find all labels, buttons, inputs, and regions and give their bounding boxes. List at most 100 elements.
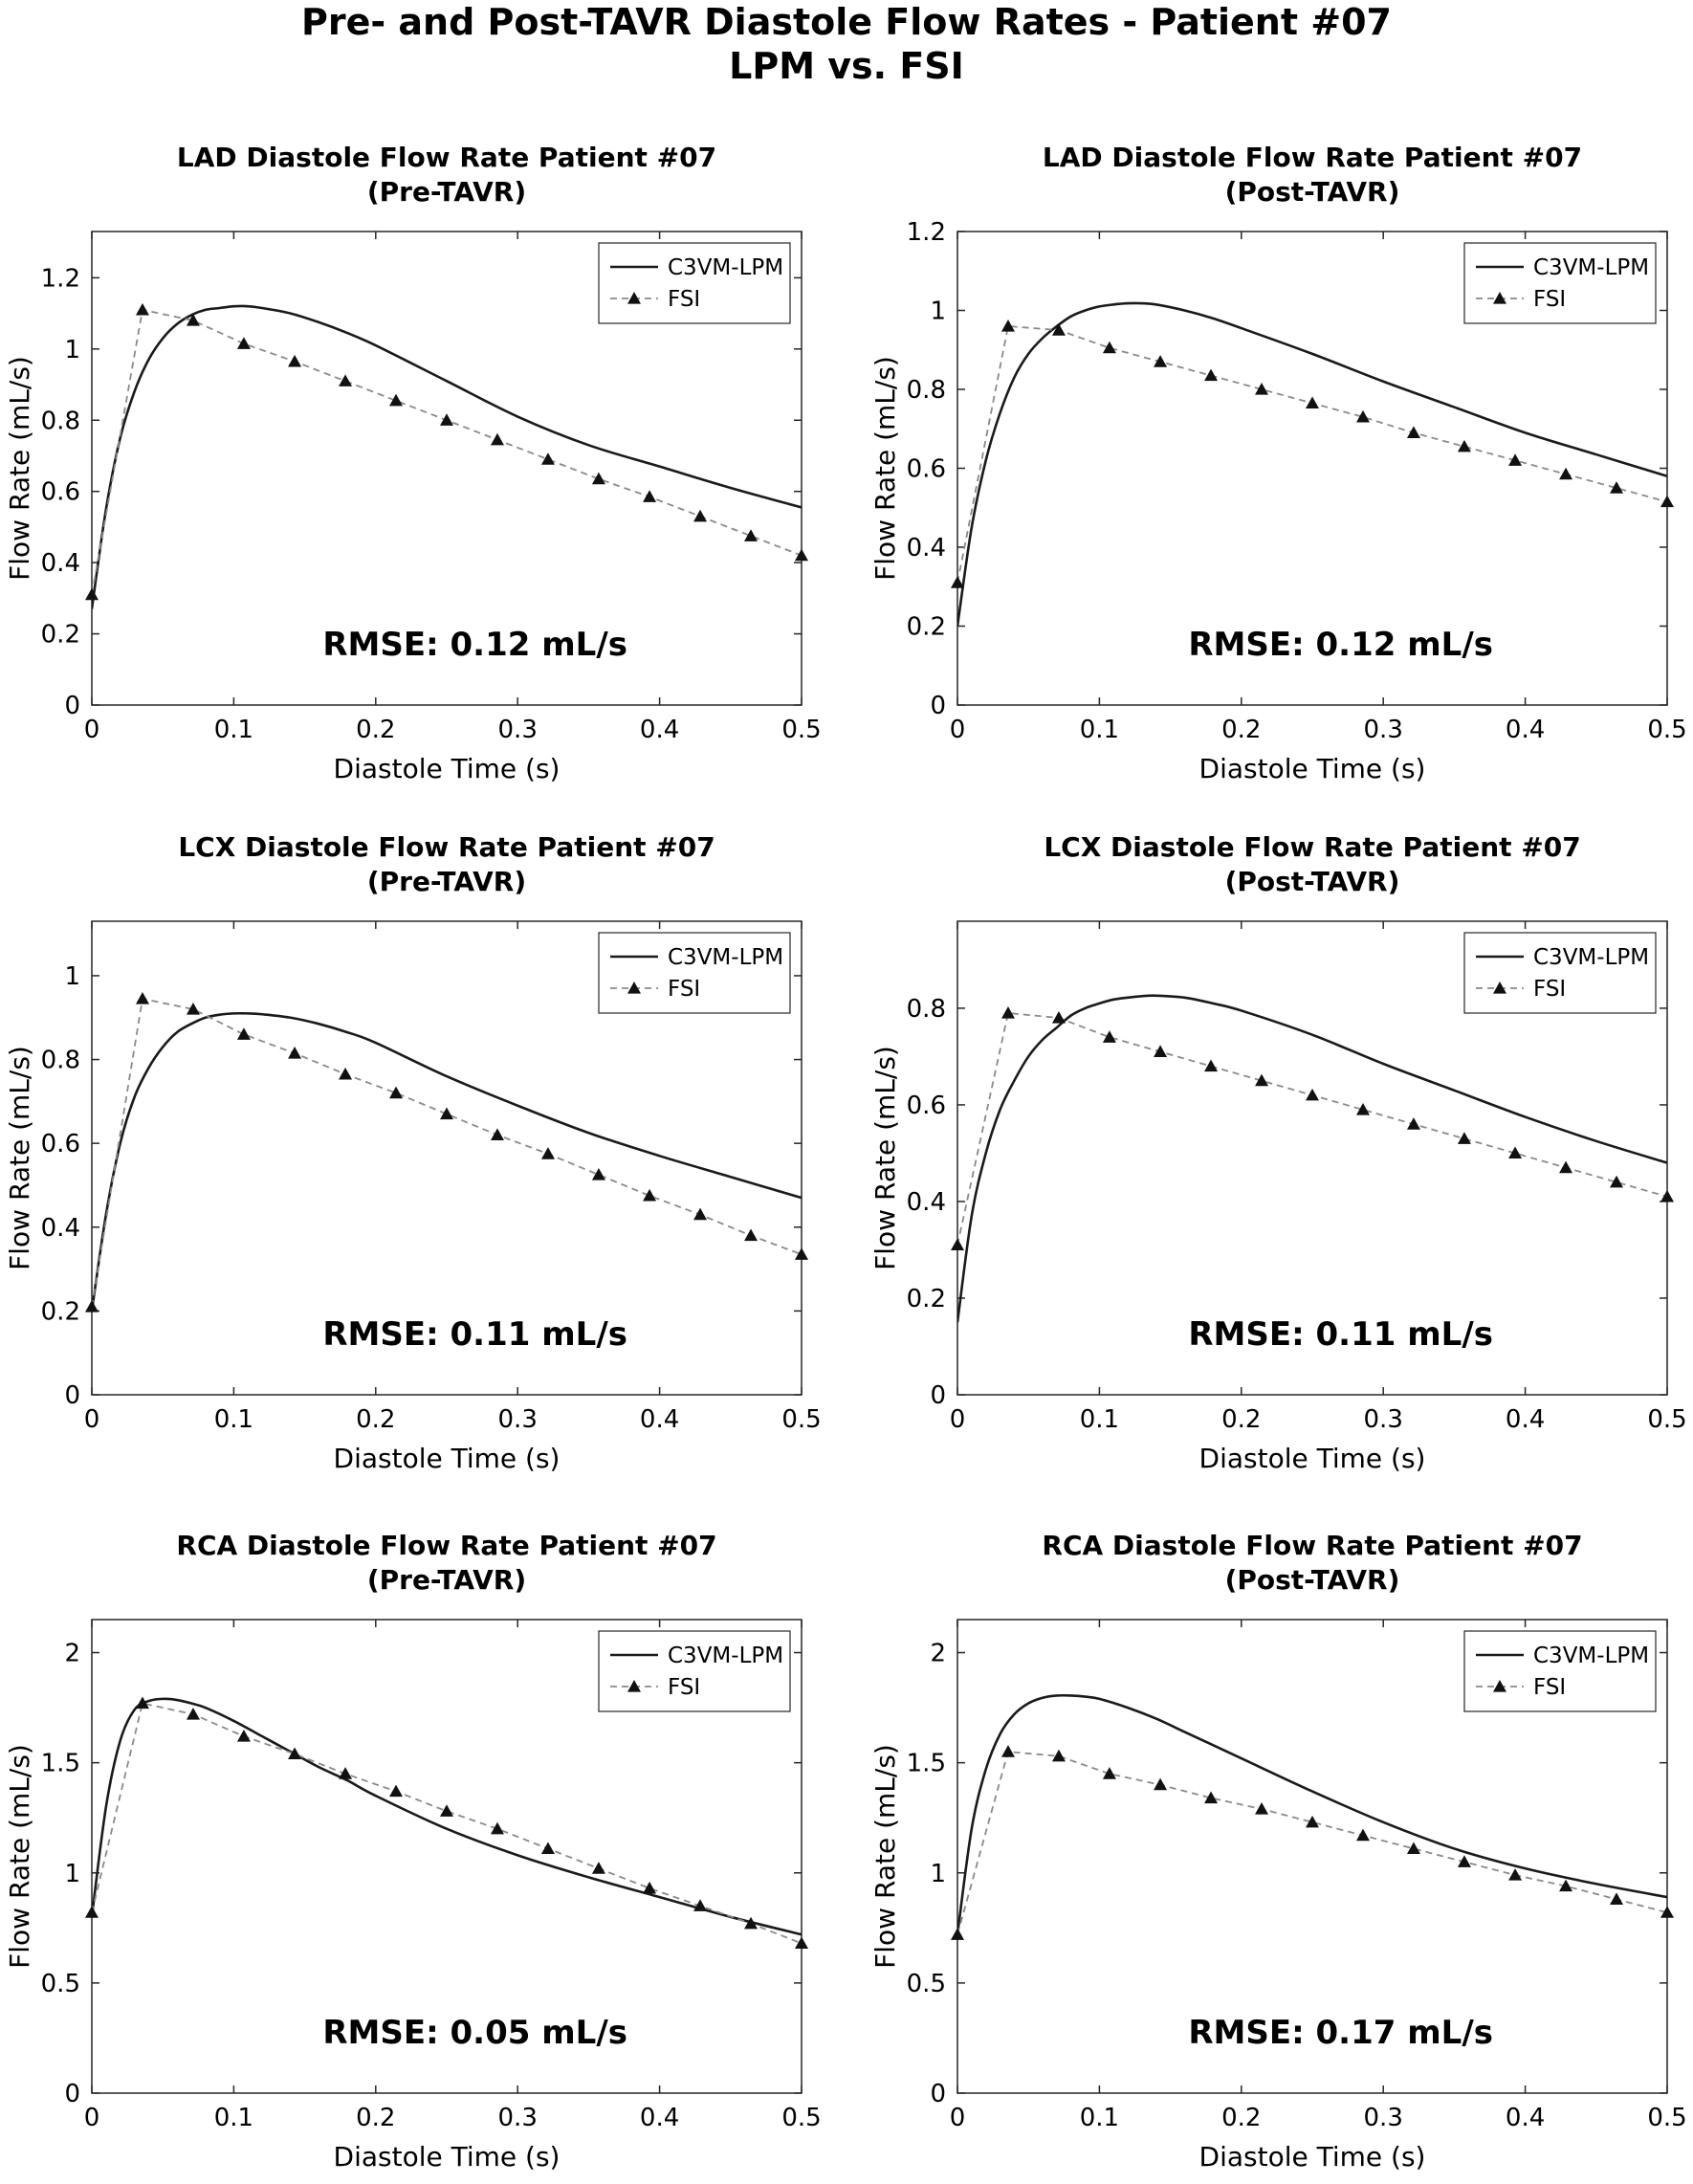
fsi-data-point: [795, 548, 808, 562]
fsi-data-point: [693, 509, 708, 522]
legend-label-fsi: FSI: [668, 287, 700, 312]
rmse-annotation: RMSE: 0.17 mL/s: [1188, 2014, 1493, 2052]
y-tick-label: 0.8: [41, 407, 80, 435]
fsi-data-point: [1660, 1906, 1674, 1918]
chart-panel-5: RCA Diastole Flow Rate Patient #07(Pre-T…: [4, 1530, 822, 2173]
legend-box: [598, 1630, 791, 1712]
fsi-data-point: [1559, 1160, 1573, 1174]
y-tick-label: 1.5: [41, 1750, 80, 1778]
x-tick-label: 0.2: [356, 1405, 395, 1434]
chart-title: LCX Diastole Flow Rate Patient #07: [178, 831, 715, 863]
x-tick-label: 0.4: [1506, 2104, 1545, 2132]
legend-label-lpm: C3VM-LPM: [1533, 1644, 1649, 1668]
chart-title: LCX Diastole Flow Rate Patient #07: [1044, 831, 1580, 863]
y-tick-label: 0.2: [41, 1297, 80, 1326]
x-tick-label: 0.3: [498, 2104, 538, 2132]
fsi-data-point: [389, 1086, 404, 1099]
fsi-data-point: [1000, 1005, 1015, 1019]
fsi-data-point: [693, 1207, 708, 1221]
x-tick-label: 0.2: [356, 716, 395, 744]
fsi-data-point: [85, 1906, 99, 1918]
x-tick-label: 0.3: [1364, 2104, 1403, 2132]
y-tick-label: 1: [64, 962, 80, 991]
rmse-annotation: RMSE: 0.05 mL/s: [322, 2014, 627, 2052]
fsi-data-point: [744, 1228, 759, 1242]
fsi-data-point: [795, 1936, 808, 1950]
fsi-data-point: [795, 1247, 808, 1260]
chart-panel-1: LAD Diastole Flow Rate Patient #07(Pre-T…: [4, 142, 822, 784]
fsi-data-point: [85, 1300, 99, 1313]
legend: C3VM-LPM FSI: [1463, 1630, 1657, 1712]
y-tick-label: 0.2: [907, 1285, 946, 1313]
fsi-data-point: [1406, 1842, 1420, 1855]
fsi-data-point: [1000, 1745, 1015, 1757]
fsi-data-point: [186, 1708, 200, 1720]
fsi-data-point: [1255, 1073, 1269, 1087]
y-tick-label: 1: [930, 1860, 946, 1888]
x-axis-label: Diastole Time (s): [1199, 2141, 1426, 2173]
legend-marker-fsi: [1493, 1680, 1506, 1692]
x-tick-label: 0.4: [1506, 716, 1545, 744]
fsi-data-point: [236, 1027, 251, 1040]
x-tick-label: 0.3: [498, 716, 538, 744]
series-line-lpm: [957, 301, 1667, 627]
fsi-data-point: [236, 1730, 251, 1742]
chart-title: LAD Diastole Flow Rate Patient #07: [1043, 142, 1582, 173]
fsi-data-point: [643, 490, 657, 502]
legend-marker-fsi: [627, 292, 641, 304]
x-tick-label: 0.5: [781, 716, 821, 744]
fsi-data-point: [591, 1862, 605, 1874]
figure-title: Pre- and Post-TAVR Diastole Flow Rates -…: [0, 0, 1693, 88]
legend-box: [1463, 1630, 1657, 1712]
x-tick-label: 0.2: [1221, 1405, 1261, 1434]
chart-panel-6: RCA Diastole Flow Rate Patient #07(Post-…: [869, 1530, 1687, 2173]
fsi-data-point: [85, 587, 99, 601]
fsi-data-point: [389, 393, 404, 407]
y-tick-label: 0.8: [41, 1047, 80, 1075]
fsi-data-point: [490, 1821, 504, 1835]
fsi-data-point: [540, 1842, 555, 1855]
chart-subtitle: (Pre-TAVR): [367, 866, 526, 897]
chart-panel-4: LCX Diastole Flow Rate Patient #07(Post-…: [869, 831, 1687, 1474]
chart-subtitle: (Post-TAVR): [1225, 1564, 1400, 1596]
fsi-data-point: [389, 1784, 404, 1798]
y-tick-label: 2: [930, 1640, 946, 1668]
fsi-data-point: [339, 374, 353, 386]
y-tick-label: 0.5: [41, 1970, 80, 1998]
fsi-data-point: [339, 1067, 353, 1080]
chart-panel-3: LCX Diastole Flow Rate Patient #07(Pre-T…: [4, 831, 822, 1474]
fsi-data-point: [236, 337, 251, 349]
fsi-data-point: [1610, 481, 1624, 494]
fsi-data-point: [744, 529, 759, 541]
fsi-data-point: [1051, 323, 1066, 336]
figure-title-line2: LPM vs. FSI: [729, 45, 964, 87]
fsi-data-point: [288, 1046, 302, 1059]
x-tick-label: 0.3: [498, 1405, 538, 1434]
x-tick-label: 0: [84, 2104, 100, 2132]
fsi-data-point: [1000, 320, 1015, 332]
x-tick-label: 0: [84, 1405, 100, 1434]
y-tick-label: 2: [64, 1640, 80, 1668]
fsi-data-point: [1306, 1815, 1319, 1828]
fsi-data-point: [1204, 1059, 1219, 1072]
x-tick-label: 0: [950, 1405, 966, 1434]
fsi-data-point: [1355, 1102, 1370, 1115]
rmse-annotation: RMSE: 0.12 mL/s: [322, 626, 627, 664]
legend: C3VM-LPM FSI: [1463, 932, 1657, 1014]
chart-subtitle: (Pre-TAVR): [367, 176, 526, 208]
fsi-data-point: [288, 354, 302, 367]
legend-box: [1463, 242, 1657, 324]
fsi-data-point: [1255, 383, 1269, 395]
legend: C3VM-LPM FSI: [1463, 242, 1657, 324]
fsi-data-point: [1508, 453, 1523, 466]
legend-label-lpm: C3VM-LPM: [1533, 945, 1649, 970]
y-tick-label: 0: [930, 692, 946, 720]
series-line-lpm: [92, 1697, 802, 1936]
x-tick-label: 0.2: [356, 2104, 395, 2132]
y-axis-label: Flow Rate (mL/s): [869, 356, 901, 581]
fsi-data-point: [1660, 1189, 1674, 1202]
x-axis-label: Diastole Time (s): [334, 753, 561, 784]
legend-marker-fsi: [1493, 982, 1506, 994]
y-tick-label: 0: [64, 1381, 80, 1410]
fsi-data-point: [440, 1107, 453, 1120]
